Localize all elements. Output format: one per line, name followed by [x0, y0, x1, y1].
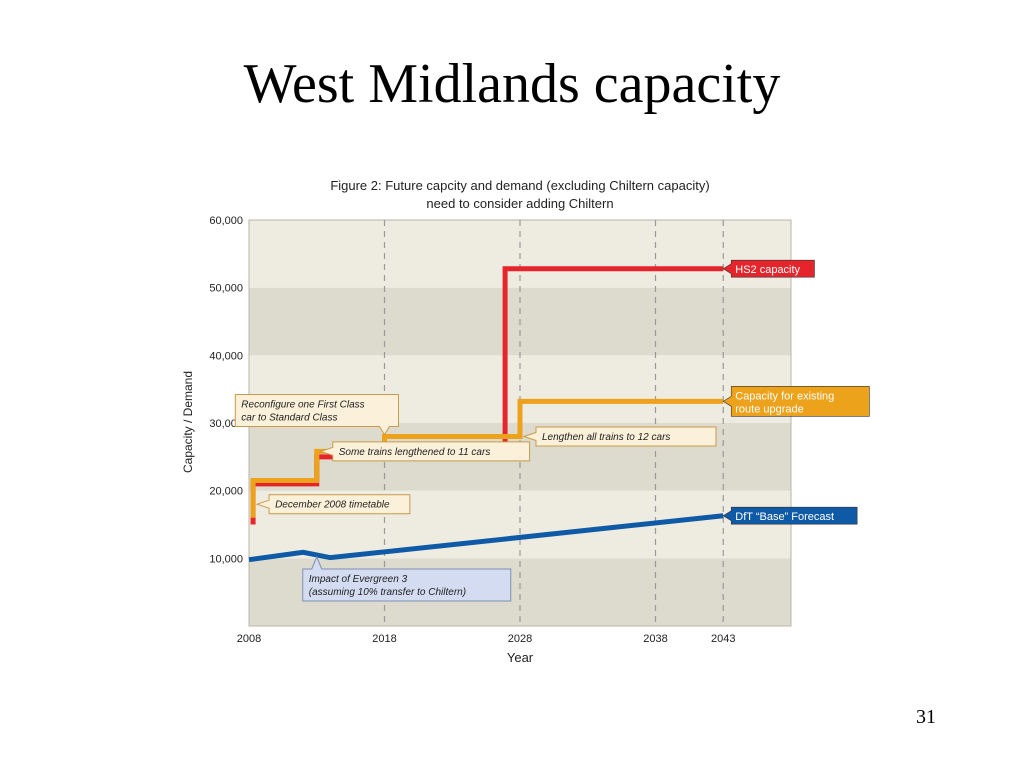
- label-text: HS2 capacity: [735, 264, 800, 276]
- annotation: Some trains lengthened to 11 cars: [319, 441, 531, 462]
- label-box: [722, 506, 858, 525]
- y-tick-label: 60,000: [209, 215, 243, 227]
- annotation-box: [302, 555, 512, 602]
- y-axis-label: Capacity / Demand: [181, 371, 195, 473]
- annotation-box: [255, 494, 411, 515]
- annotation: Reconfigure one First Class car to Standa…: [234, 394, 399, 436]
- annotation: December 2008 timetable: [255, 494, 411, 515]
- x-tick-label: 2018: [372, 633, 396, 645]
- annotation-text: December 2008 timetable: [275, 500, 390, 511]
- label-box: [722, 386, 870, 417]
- chart-subtitle: need to consider adding Chiltern: [426, 196, 613, 211]
- y-tick-label: 50,000: [209, 283, 243, 295]
- x-axis-label: Year: [507, 650, 534, 665]
- annotation: Lengthen all trains to 12 cars: [522, 426, 717, 447]
- label-text: Capacity for existing: [735, 390, 834, 402]
- x-tick-label: 2043: [711, 633, 735, 645]
- annotation-text: car to Standard Class: [241, 413, 337, 424]
- series-end-label: DfT “Base” Forecast: [722, 506, 858, 525]
- series-end-label: HS2 capacity: [722, 259, 815, 278]
- page-number: 31: [916, 706, 936, 728]
- annotation-text: Some trains lengthened to 11 cars: [339, 447, 491, 458]
- y-tick-label: 20,000: [209, 486, 243, 498]
- annotation-box: [234, 394, 399, 436]
- label-text: route upgrade: [735, 403, 804, 415]
- annotation-box: [522, 426, 717, 447]
- annotation-text: Impact of Evergreen 3: [309, 574, 408, 585]
- y-tick-label: 30,000: [209, 418, 243, 430]
- series-line: [248, 513, 724, 563]
- y-tick-label: 40,000: [209, 350, 243, 362]
- plot-area: 10,000 20,000 30,000 40,000 50,000 60,000 2008…: [209, 215, 870, 645]
- x-tick-label: 2028: [508, 633, 532, 645]
- annotation: Impact of Evergreen 3 (assuming 10% trans…: [302, 555, 512, 602]
- chart-title: Figure 2: Future capcity and demand (exc…: [330, 178, 709, 193]
- slide-title: West Midlands capacity: [243, 53, 781, 115]
- x-tick-label: 2038: [643, 633, 667, 645]
- annotation-text: Lengthen all trains to 12 cars: [542, 432, 670, 443]
- label-box: [722, 259, 815, 278]
- annotation-box: [319, 441, 531, 462]
- label-text: DfT “Base” Forecast: [735, 511, 834, 523]
- annotation-text: Reconfigure one First Class: [241, 400, 364, 411]
- x-tick-label: 2008: [237, 633, 261, 645]
- y-tick-label: 10,000: [209, 553, 243, 565]
- annotation-text: (assuming 10% transfer to Chiltern): [309, 587, 466, 598]
